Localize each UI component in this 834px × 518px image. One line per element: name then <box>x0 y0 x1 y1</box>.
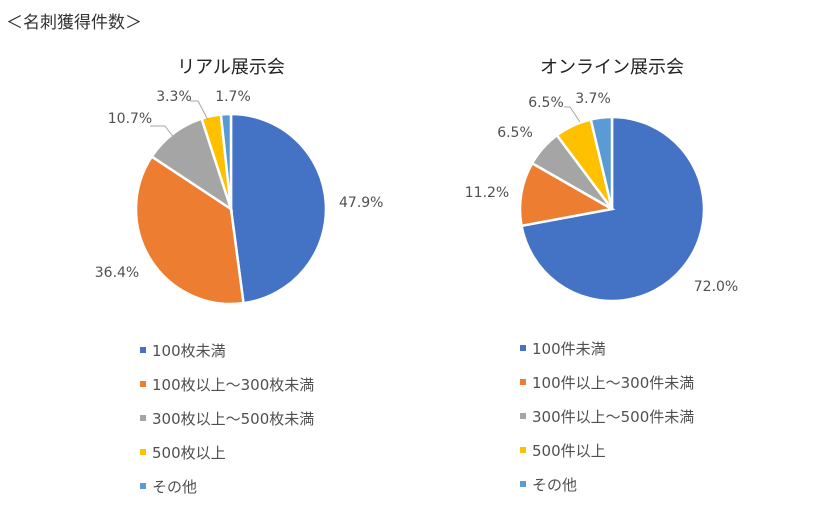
legend-swatch-1-2 <box>520 413 526 419</box>
legend-label-1-2: 300件以上～500件未満 <box>532 408 694 426</box>
legend-label-0-1: 100枚以上～300枚未満 <box>152 376 314 394</box>
pie-online: 72.0% 11.2% 6.5% 6.5% 3.7% <box>465 91 738 303</box>
legend-swatch-0-1 <box>140 381 146 387</box>
legend-label-0-0: 100枚未満 <box>152 342 226 360</box>
legend-swatch-0-4 <box>140 483 146 489</box>
pie-slice-0-0 <box>229 112 328 305</box>
data-label-1-2: 6.5% <box>497 125 533 141</box>
legend-swatch-0-3 <box>140 449 146 455</box>
data-label-0-0: 47.9% <box>339 195 383 211</box>
legend-label-0-2: 300枚以上～500枚未満 <box>152 410 314 428</box>
data-label-0-1: 36.4% <box>95 265 139 281</box>
page-heading: ＜名刺獲得件数＞ <box>6 13 142 33</box>
leader-line-1-3 <box>564 106 581 123</box>
legend-label-1-4: その他 <box>532 476 577 494</box>
legend-label-0-3: 500枚以上 <box>152 444 226 462</box>
pie-slice-0-4 <box>219 112 233 210</box>
legend-swatch-1-3 <box>520 447 526 453</box>
leader-line-0-2 <box>150 125 175 139</box>
leader-line-0-3 <box>190 100 209 121</box>
legend-swatch-1-0 <box>520 345 526 351</box>
legend-label-1-3: 500件以上 <box>532 442 606 460</box>
legend-swatch-1-1 <box>520 379 526 385</box>
data-label-1-1: 11.2% <box>465 185 509 201</box>
data-label-0-3: 3.3% <box>156 89 192 105</box>
legend-swatch-1-4 <box>520 481 526 487</box>
legend-online: 100件未満 100件以上～300件未満 300件以上～500件未満 500件以上その… <box>520 340 694 494</box>
legend-label-0-4: その他 <box>152 478 197 496</box>
legend-swatch-0-0 <box>140 347 146 353</box>
data-label-1-3: 6.5% <box>528 95 564 111</box>
chart-title-online: オンライン展示会 <box>540 57 684 78</box>
pie-slice-0-1 <box>134 154 245 306</box>
legend-label-1-1: 100件以上～300件未満 <box>532 374 694 392</box>
pie-real: 47.9% 36.4% 10.7%3.3% 1.7% <box>95 89 383 306</box>
data-label-1-4: 3.7% <box>575 91 611 107</box>
chart-title-real: リアル展示会 <box>177 57 285 78</box>
data-label-0-2: 10.7% <box>108 111 152 127</box>
pie-slice-1-1 <box>518 161 616 228</box>
legend-label-1-0: 100件未満 <box>532 340 606 358</box>
legend-real: 100枚未満 100枚以上～300枚未満 300枚以上～500枚未満 500枚以上その… <box>140 342 314 496</box>
data-label-0-4: 1.7% <box>215 89 251 105</box>
pie-slice-1-4 <box>589 115 614 210</box>
data-label-1-0: 72.0% <box>694 279 738 295</box>
legend-swatch-0-2 <box>140 415 146 421</box>
